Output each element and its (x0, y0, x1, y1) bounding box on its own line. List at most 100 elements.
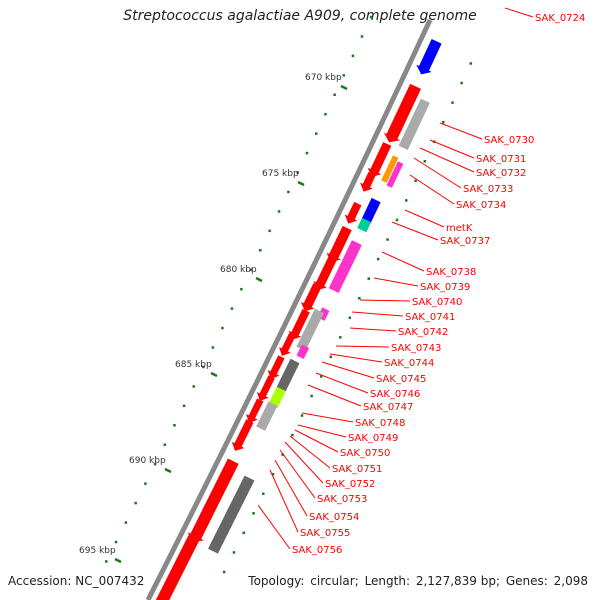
gene-feature (300, 283, 322, 312)
gene-feature (357, 217, 372, 233)
leader-line (413, 157, 462, 189)
gene-label: SAK_0748 (355, 418, 405, 429)
gene-label: SAK_0745 (376, 374, 426, 385)
gene-label: SAK_0753 (317, 494, 367, 505)
minor-tick (232, 551, 236, 554)
gene-label: SAK_0738 (426, 267, 476, 278)
minor-tick (252, 512, 255, 515)
leader-line (301, 412, 354, 423)
gene-labels: SAK_0724 SAK_0730 SAK_0731 SAK_0732 SAK_0733… (257, 7, 585, 556)
minor-tick (305, 151, 309, 155)
leader-line (351, 311, 404, 317)
topology-value: circular; (310, 574, 359, 588)
minor-tick (414, 179, 417, 183)
minor-tick (329, 355, 333, 359)
scale-label: 695 kbp (79, 546, 116, 556)
scale-ticks (114, 84, 348, 564)
gene-feature (361, 197, 381, 225)
leader-line (294, 429, 339, 453)
gene-feature (256, 401, 278, 431)
minor-tick (342, 74, 346, 77)
leader-line (504, 7, 534, 18)
genome-backbone (145, 18, 433, 600)
length-label: Length: (364, 574, 411, 588)
minor-tick (105, 560, 108, 563)
minor-tick (240, 287, 243, 291)
minor-tick (242, 531, 246, 535)
gene-label: SAK_0744 (384, 358, 434, 369)
gene-feature (268, 386, 286, 409)
minor-tick (319, 375, 323, 378)
minor-tick (405, 199, 408, 202)
leader-line (274, 459, 308, 517)
minor-tick (281, 453, 284, 456)
minor-tick (262, 492, 265, 496)
tick-dots (105, 15, 473, 574)
minor-tick (358, 296, 361, 300)
scale-label: 690 kbp (129, 456, 166, 466)
gene-feature (279, 333, 296, 356)
gene-feature (328, 240, 362, 294)
leader-line (307, 384, 362, 407)
leader-line (329, 353, 383, 363)
leader-line (257, 504, 291, 550)
minor-tick (339, 336, 342, 339)
minor-tick (144, 482, 147, 485)
gene-feature (246, 398, 264, 423)
minor-tick (211, 346, 215, 349)
leader-line (409, 174, 455, 205)
gene-feature (313, 256, 337, 291)
minor-tick (222, 570, 226, 574)
minor-tick (386, 238, 389, 241)
leader-line (297, 424, 347, 438)
gene-feature (360, 171, 376, 192)
gene-feature (386, 161, 404, 188)
scale-labels: 670 kbp 675 kbp 680 kbp 685 kbp 690 kbp 695 k… (79, 73, 342, 556)
leader-line (335, 345, 390, 348)
scale-label: 675 kbp (262, 169, 299, 179)
map-title: Streptococcus agalactiae A909, complete … (123, 8, 477, 24)
leader-line (284, 441, 324, 484)
gene-label: SAK_0730 (484, 135, 534, 146)
leader-line (404, 209, 445, 228)
gene-label: SAK_0739 (420, 282, 470, 293)
gene-label: SAK_0747 (363, 402, 413, 413)
minor-tick (324, 112, 327, 116)
gene-label: metK (446, 223, 473, 234)
scale-tick (164, 467, 172, 474)
gene-label: SAK_0731 (476, 154, 526, 165)
scale-tick (340, 84, 348, 91)
gene-label: SAK_0734 (456, 200, 506, 211)
minor-tick (163, 443, 167, 446)
scale-label: 670 kbp (305, 73, 342, 83)
minor-tick (291, 433, 294, 437)
leader-line (279, 449, 316, 499)
minor-tick (134, 501, 137, 505)
gene-label: SAK_0749 (348, 433, 398, 444)
gene-label: SAK_0733 (463, 184, 513, 195)
gene-label: SAK_0756 (292, 545, 342, 556)
minor-tick (287, 190, 290, 194)
minor-tick (395, 218, 399, 222)
minor-tick (124, 521, 128, 524)
leader-line (381, 251, 425, 272)
gene-label: SAK_0741 (405, 312, 455, 323)
leader-line (439, 122, 483, 140)
minor-tick (259, 249, 262, 252)
minor-tick (451, 101, 454, 104)
gene-label: SAK_0746 (370, 389, 420, 400)
leader-line (289, 435, 331, 469)
minor-tick (221, 326, 224, 330)
leader-line (321, 361, 375, 379)
minor-tick (314, 132, 318, 135)
scale-tick (210, 371, 218, 378)
gene-label: SAK_0752 (325, 479, 375, 490)
minor-tick (192, 385, 195, 388)
gene-label: SAK_0750 (340, 448, 390, 459)
gene-label: SAK_0754 (309, 512, 359, 523)
gene-label: SAK_0755 (300, 528, 350, 539)
scale-label: 680 kbp (220, 265, 257, 275)
gene-feature (256, 375, 275, 401)
leader-line (315, 372, 369, 394)
